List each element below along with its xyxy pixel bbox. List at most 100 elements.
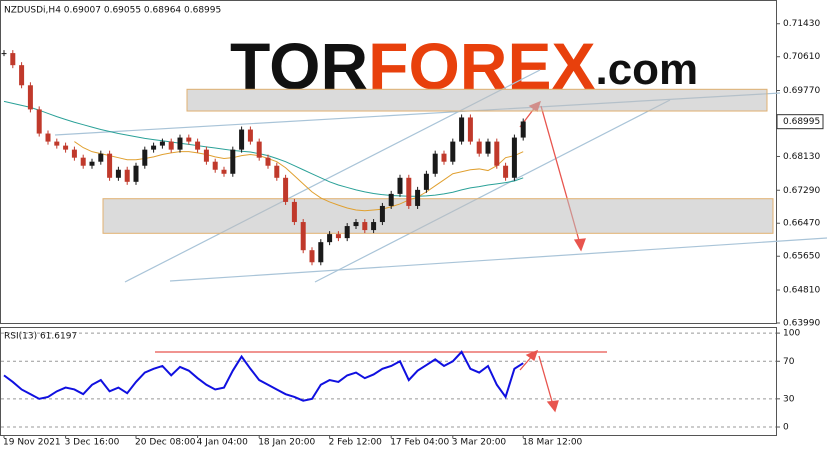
candle-body bbox=[397, 177, 403, 194]
y-tick-label: 0.67290 bbox=[783, 186, 820, 196]
candle-body bbox=[274, 165, 280, 178]
candle-body bbox=[503, 165, 509, 178]
candle-body bbox=[467, 117, 473, 142]
candle-body bbox=[379, 205, 385, 223]
rsi-frame bbox=[0, 327, 777, 436]
candle-body bbox=[124, 169, 130, 182]
y-tick-label: 0 bbox=[783, 423, 789, 433]
y-tick-label: 0.64810 bbox=[783, 286, 820, 296]
candle-body bbox=[151, 145, 157, 150]
candle-body bbox=[203, 149, 209, 162]
candle-body bbox=[511, 137, 517, 178]
x-tick-label: 3 Dec 16:00 bbox=[65, 438, 120, 448]
candle-body bbox=[485, 141, 491, 154]
candle-body bbox=[45, 133, 51, 142]
candle-body bbox=[186, 137, 192, 142]
rsi-title: RSI(13) 61.6197 bbox=[4, 332, 77, 342]
candle-body bbox=[133, 165, 139, 182]
y-tick-label: 30 bbox=[783, 394, 795, 404]
arrow bbox=[538, 355, 554, 406]
candle-body bbox=[388, 193, 394, 206]
level-zone bbox=[186, 88, 768, 112]
candle-body bbox=[1, 53, 7, 55]
y-tick-label: 70 bbox=[783, 357, 795, 367]
candle-body bbox=[247, 129, 253, 142]
rsi-line bbox=[3, 350, 524, 402]
x-tick-label: 17 Feb 04:00 bbox=[390, 438, 449, 448]
candle-body bbox=[494, 141, 500, 166]
candle-body bbox=[142, 149, 148, 166]
candle-body bbox=[212, 161, 218, 170]
candle-body bbox=[159, 141, 165, 146]
candle-body bbox=[10, 53, 16, 66]
candle-body bbox=[441, 153, 447, 162]
candle-body bbox=[476, 141, 482, 154]
candle-body bbox=[265, 157, 271, 166]
candle-body bbox=[221, 169, 227, 174]
candle-body bbox=[459, 117, 465, 142]
candle-body bbox=[80, 157, 86, 166]
x-tick-label: 20 Dec 08:00 bbox=[135, 438, 196, 448]
arrow-head bbox=[525, 349, 539, 362]
x-tick-label: 18 Jan 20:00 bbox=[258, 438, 315, 448]
candle-body bbox=[415, 189, 421, 206]
candle-body bbox=[353, 222, 359, 227]
price-marker-box bbox=[776, 114, 824, 130]
candle-body bbox=[256, 141, 262, 158]
candle-body bbox=[344, 226, 350, 239]
candle-body bbox=[230, 149, 236, 174]
x-tick-label: 18 Mar 12:00 bbox=[522, 438, 582, 448]
candle-body bbox=[291, 201, 297, 223]
y-tick-label: 100 bbox=[783, 329, 800, 339]
candle-body bbox=[406, 177, 412, 206]
x-tick-label: 3 Mar 20:00 bbox=[452, 438, 507, 448]
x-tick-label: 19 Nov 2021 bbox=[3, 438, 61, 448]
chart-title: NZDUSDi,H4 0.69007 0.69055 0.68964 0.689… bbox=[4, 6, 221, 16]
candle-body bbox=[63, 145, 69, 150]
y-tick-label: 0.66470 bbox=[783, 219, 820, 229]
candle-body bbox=[362, 222, 368, 231]
candle-body bbox=[98, 153, 104, 162]
candle-body bbox=[283, 177, 289, 202]
trend-line bbox=[314, 99, 671, 283]
candle-body bbox=[89, 161, 95, 166]
candle-body bbox=[309, 250, 315, 263]
arrow-head bbox=[573, 238, 586, 252]
moving-average bbox=[3, 100, 524, 197]
candle-body bbox=[27, 85, 33, 110]
candle-body bbox=[300, 222, 306, 251]
candle-body bbox=[318, 242, 324, 263]
candle-body bbox=[177, 137, 183, 150]
candle-body bbox=[168, 141, 174, 150]
y-tick-label: 0.70610 bbox=[783, 52, 820, 62]
candle-body bbox=[54, 141, 60, 146]
y-tick-label: 0.65650 bbox=[783, 252, 820, 262]
candle-body bbox=[432, 153, 438, 174]
arrow-head bbox=[546, 400, 559, 413]
candle-body bbox=[423, 173, 429, 190]
y-tick-label: 0.68130 bbox=[783, 152, 820, 162]
trend-line bbox=[169, 237, 827, 282]
y-tick-label: 0.69770 bbox=[783, 86, 820, 96]
candle-body bbox=[71, 149, 77, 158]
candle-body bbox=[107, 153, 113, 178]
wm-com: .com bbox=[595, 45, 698, 94]
moving-average bbox=[74, 141, 524, 212]
candle-body bbox=[450, 141, 456, 162]
candle-body bbox=[195, 141, 201, 150]
price-marker-label: 0.68995 bbox=[783, 117, 820, 127]
x-tick-label: 2 Feb 12:00 bbox=[329, 438, 383, 448]
candle-body bbox=[520, 121, 526, 138]
x-tick-label: 4 Jan 04:00 bbox=[197, 438, 249, 448]
candle-body bbox=[327, 234, 333, 243]
y-tick-label: 0.63990 bbox=[783, 319, 820, 329]
y-tick-label: 0.71430 bbox=[783, 19, 820, 29]
candle-body bbox=[239, 129, 245, 150]
candle-body bbox=[115, 169, 121, 178]
candle-body bbox=[19, 65, 25, 86]
price-frame bbox=[0, 0, 777, 324]
level-zone bbox=[102, 198, 774, 234]
candle-body bbox=[335, 234, 341, 239]
candle-body bbox=[36, 109, 42, 134]
